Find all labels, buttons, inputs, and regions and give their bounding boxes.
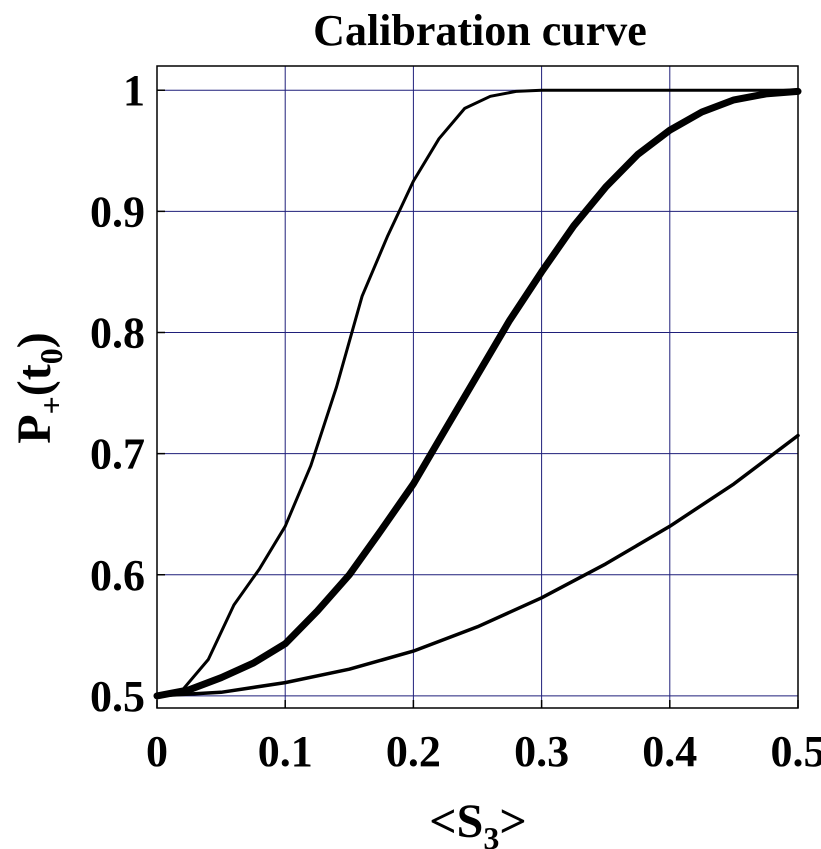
y-axis-label-sub: + bbox=[33, 396, 69, 414]
x-tick-label: 0.5 bbox=[771, 727, 821, 776]
series-line-medium bbox=[155, 433, 800, 698]
y-tick-label: 0.9 bbox=[90, 187, 145, 236]
y-axis-label-tail2: ) bbox=[8, 332, 61, 348]
grid bbox=[157, 66, 798, 708]
x-axis-label: <S3> bbox=[429, 795, 526, 849]
ticks: 0 0.1 0.2 0.3 0.4 0.5 0.5 0.6 0.7 0.8 0.9 1 bbox=[90, 66, 821, 776]
y-tick-label: 0.6 bbox=[90, 551, 145, 600]
y-axis-label-tail: (t bbox=[8, 364, 61, 396]
x-axis-label-tail: > bbox=[499, 795, 526, 848]
y-axis-label: P+(t0) bbox=[8, 332, 69, 444]
series-lines bbox=[153, 87, 802, 700]
x-tick-label: 0.3 bbox=[514, 727, 569, 776]
series-line-thick bbox=[153, 87, 802, 700]
y-tick-label: 0.5 bbox=[90, 672, 145, 721]
x-tick-label: 0.4 bbox=[642, 727, 697, 776]
y-axis-label-sub2: 0 bbox=[33, 348, 69, 364]
y-axis-label-base: P bbox=[8, 414, 61, 443]
y-tick-label: 0.7 bbox=[90, 430, 145, 479]
x-tick-label: 0.2 bbox=[386, 727, 441, 776]
y-tick-label: 1 bbox=[123, 66, 145, 115]
x-axis-label-base: <S bbox=[429, 795, 483, 848]
x-axis-label-sub: 3 bbox=[483, 820, 499, 849]
x-tick-label: 0 bbox=[146, 727, 168, 776]
plot-frame bbox=[156, 65, 799, 709]
x-tick-label: 0.1 bbox=[258, 727, 313, 776]
series-line-thin bbox=[155, 88, 800, 698]
chart-title: Calibration curve bbox=[313, 6, 647, 55]
y-tick-label: 0.8 bbox=[90, 308, 145, 357]
